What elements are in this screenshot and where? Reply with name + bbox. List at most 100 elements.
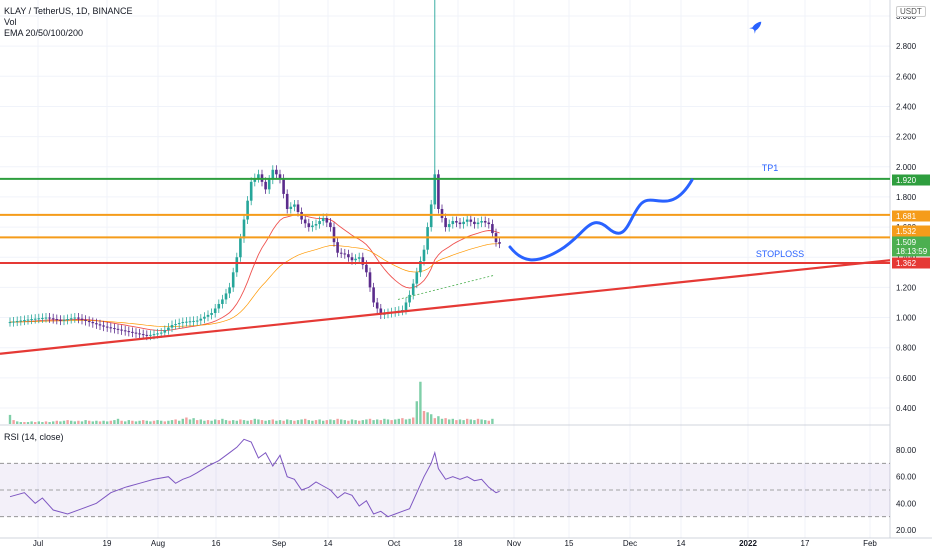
candle-body <box>339 252 343 254</box>
volume-bar <box>390 420 393 424</box>
price-axis: 3.0002.8002.6002.4002.2002.0001.8001.600… <box>896 12 917 535</box>
rsi-label[interactable]: RSI (14, close) <box>4 432 64 442</box>
candle-body <box>141 334 145 336</box>
candle-body <box>462 221 465 225</box>
price-tick-label: 2.200 <box>896 133 917 142</box>
volume-bar <box>433 418 436 424</box>
price-badge <box>892 174 930 186</box>
candle-body <box>113 328 116 330</box>
ema-50-line <box>9 243 500 328</box>
candle-body <box>98 324 102 326</box>
volume-bar <box>311 420 314 424</box>
volume-bar <box>174 419 177 424</box>
volume-bar <box>322 420 325 424</box>
candle-body <box>433 174 437 205</box>
volume-bar <box>149 421 152 424</box>
candle-body <box>257 174 260 179</box>
candle-body <box>123 330 127 332</box>
candle-body <box>55 319 59 321</box>
volume-bar <box>246 420 249 424</box>
candle-body <box>177 323 181 325</box>
volume-bar <box>124 421 127 424</box>
candle-body <box>149 334 152 336</box>
candle-body <box>59 319 62 321</box>
candle-body <box>217 303 221 309</box>
candle-body <box>66 319 69 321</box>
time-tick-label: 14 <box>324 539 333 548</box>
volume-bar <box>214 419 217 424</box>
symbol-title[interactable]: KLAY / TetherUS, 1D, BINANCE <box>4 6 133 16</box>
volume-bar <box>185 417 188 424</box>
candle-body <box>469 219 473 222</box>
candle-body <box>343 253 347 255</box>
price-tick-label: 0.800 <box>896 344 917 353</box>
volume-bar <box>376 419 379 424</box>
volume-bar <box>210 420 213 424</box>
volume-bar <box>66 420 69 424</box>
volume-bar <box>224 420 228 424</box>
candle-body <box>181 322 185 324</box>
volume-bar <box>170 420 174 424</box>
candle-body <box>116 328 120 330</box>
candle-body <box>411 283 415 295</box>
rsi-line <box>9 438 500 518</box>
volume-bar <box>41 422 44 424</box>
candle-body <box>152 334 156 336</box>
candle-body <box>105 326 109 328</box>
vol-label[interactable]: Vol <box>4 17 17 27</box>
candle-body <box>228 287 231 294</box>
ema-lines <box>9 214 500 332</box>
volume-bar <box>260 420 264 424</box>
volume-bar <box>462 420 465 424</box>
candle-body <box>422 249 426 261</box>
volume-bar <box>217 420 220 424</box>
volume-bar <box>73 421 76 424</box>
candle-body <box>156 333 159 335</box>
candle-body <box>120 329 123 331</box>
candle-body <box>249 181 253 201</box>
candle-body <box>278 174 282 179</box>
volume-bar <box>23 422 26 424</box>
volume-bar <box>156 420 159 424</box>
candle-body <box>487 222 491 225</box>
price-tick-label: 2.000 <box>896 163 917 172</box>
candle-body <box>271 169 275 180</box>
volume-bar <box>448 419 451 424</box>
candle-body <box>69 318 73 320</box>
candle-body <box>491 224 494 234</box>
volume-bar <box>440 418 444 424</box>
rocket-fins <box>749 27 756 34</box>
rsi-band <box>0 462 890 518</box>
rsi-tick-label: 20.00 <box>896 526 917 535</box>
volume-bar <box>300 419 303 424</box>
volume-bar <box>426 412 429 424</box>
volume-bar <box>235 420 238 424</box>
ema-label[interactable]: EMA 20/50/100/200 <box>4 28 84 38</box>
volume-bar <box>296 420 300 424</box>
volume-bar <box>59 421 62 424</box>
candle-body <box>91 322 95 324</box>
candle-body <box>77 317 80 319</box>
candle-body <box>84 319 87 321</box>
volume-bar <box>340 419 343 424</box>
candle-body <box>350 257 354 261</box>
volume-bar <box>84 420 87 424</box>
candle-body <box>293 204 296 207</box>
candle-body <box>447 224 451 228</box>
volume-bar <box>19 422 22 424</box>
volume-bar <box>336 418 339 424</box>
candle-body <box>440 208 444 219</box>
chart-legend: KLAY / TetherUS, 1D, BINANCE Vol EMA 20/… <box>4 6 133 39</box>
rsi-tick-label: 60.00 <box>896 473 917 482</box>
candle-body <box>188 321 192 323</box>
price-tick-label: 2.600 <box>896 72 917 81</box>
volume-bar <box>26 422 30 424</box>
volume-bar <box>232 420 235 424</box>
candle-body <box>455 221 458 223</box>
currency-label[interactable]: USDT <box>896 6 926 17</box>
volume-bar <box>152 420 156 424</box>
candle-body <box>480 221 483 223</box>
candle-body <box>465 219 469 222</box>
